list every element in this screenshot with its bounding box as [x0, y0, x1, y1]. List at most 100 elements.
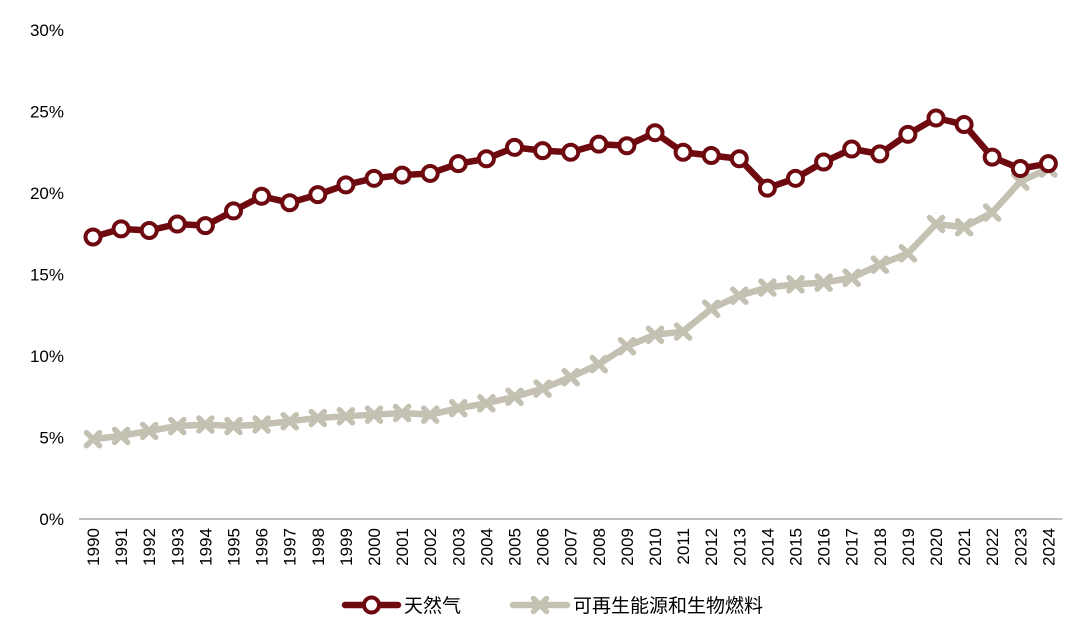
data-point — [898, 244, 918, 263]
data-point — [364, 168, 384, 188]
x-tick-label: 1997 — [281, 528, 300, 566]
legend-label: 天然气 — [404, 595, 461, 617]
x-tick-label: 2004 — [477, 528, 496, 566]
x-tick-label: 2000 — [365, 528, 384, 566]
y-tick-label: 25% — [30, 103, 64, 122]
x-tick-label: 1993 — [168, 528, 187, 566]
x-tick-label: 2011 — [674, 528, 693, 565]
data-point — [926, 108, 946, 128]
data-point — [786, 275, 805, 294]
data-point — [954, 217, 974, 237]
y-tick-label: 0% — [39, 510, 64, 529]
data-point — [530, 595, 550, 615]
legend: 天然气 可再生能源和生物燃料 — [341, 595, 763, 617]
data-point — [252, 186, 272, 206]
data-point — [168, 416, 187, 436]
x-tick-label: 2023 — [1011, 528, 1030, 566]
legend-item: 天然气 — [341, 595, 461, 617]
data-point — [842, 139, 862, 159]
x-tick-label: 2005 — [506, 528, 525, 566]
x-tick-label: 2021 — [955, 528, 974, 566]
data-point — [449, 398, 468, 418]
data-point — [336, 175, 356, 195]
y-tick-label: 15% — [30, 266, 64, 285]
data-point — [392, 165, 412, 185]
data-point — [533, 379, 552, 398]
data-point — [505, 387, 524, 406]
data-point — [280, 411, 299, 431]
x-tick-label: 2024 — [1039, 528, 1058, 566]
data-point — [533, 141, 553, 161]
x-tick-label: 2014 — [758, 528, 777, 566]
x-tick-label: 2008 — [590, 528, 609, 566]
series-natural-gas — [83, 108, 1058, 247]
data-point — [926, 214, 946, 234]
data-point — [139, 220, 159, 240]
x-tick-label: 2020 — [927, 528, 946, 566]
y-tick-label: 30% — [30, 21, 64, 40]
data-point — [83, 429, 103, 449]
data-point — [758, 278, 777, 297]
data-point — [589, 354, 609, 374]
data-point — [842, 268, 861, 288]
x-axis: 1990 1991 1992 1993 1994 1995 1996 1997 1998 1999… — [79, 518, 1063, 566]
x-tick-label: 2010 — [646, 528, 665, 566]
x-tick-label: 1994 — [196, 528, 215, 566]
data-point — [280, 193, 300, 213]
x-tick-label: 1996 — [253, 528, 272, 566]
data-point — [224, 201, 243, 221]
data-point — [336, 407, 356, 426]
x-tick-label: 2015 — [787, 528, 806, 566]
data-point — [420, 163, 440, 183]
data-point — [252, 415, 271, 434]
data-point — [673, 142, 693, 162]
x-tick-label: 2022 — [983, 528, 1002, 566]
x-tick-label: 1998 — [309, 528, 328, 566]
data-point — [589, 134, 609, 154]
data-point — [729, 149, 749, 169]
data-point — [420, 405, 440, 424]
x-tick-label: 2006 — [534, 528, 553, 566]
data-point — [645, 325, 665, 345]
x-tick-label: 2007 — [562, 528, 581, 566]
data-point — [1010, 159, 1030, 179]
x-tick-label: 2012 — [702, 528, 721, 566]
data-point — [673, 322, 693, 341]
data-point — [954, 115, 974, 135]
data-point — [83, 227, 103, 247]
data-point — [111, 219, 131, 239]
data-point — [392, 403, 412, 423]
data-point — [448, 154, 468, 174]
data-point — [814, 273, 833, 292]
x-tick-label: 2002 — [421, 528, 440, 566]
data-point — [898, 124, 918, 144]
x-tick-label: 1990 — [84, 528, 103, 566]
data-point — [139, 421, 159, 441]
data-point — [870, 144, 890, 164]
data-point — [814, 152, 834, 172]
y-axis: 0% 5% 10% 15% 20% 25% 30% — [30, 21, 64, 529]
data-point — [1038, 154, 1058, 174]
x-tick-label: 2017 — [843, 528, 862, 566]
data-point — [362, 595, 381, 615]
data-point — [786, 168, 805, 188]
data-point — [1011, 172, 1030, 191]
data-point — [308, 408, 328, 428]
data-point — [196, 415, 215, 434]
data-point — [617, 136, 637, 156]
x-tick-label: 2009 — [618, 528, 637, 566]
data-point — [870, 255, 890, 274]
data-point — [701, 299, 721, 318]
legend-label: 可再生能源和生物燃料 — [573, 595, 763, 617]
data-point — [701, 146, 721, 166]
data-point — [561, 367, 580, 387]
data-point — [167, 214, 187, 234]
x-tick-label: 2019 — [899, 528, 918, 566]
data-point — [476, 149, 496, 169]
data-point — [364, 405, 384, 424]
legend-item: 可再生能源和生物燃料 — [509, 595, 763, 617]
x-tick-label: 2013 — [730, 528, 749, 566]
data-point — [982, 147, 1002, 167]
data-point — [757, 178, 777, 198]
